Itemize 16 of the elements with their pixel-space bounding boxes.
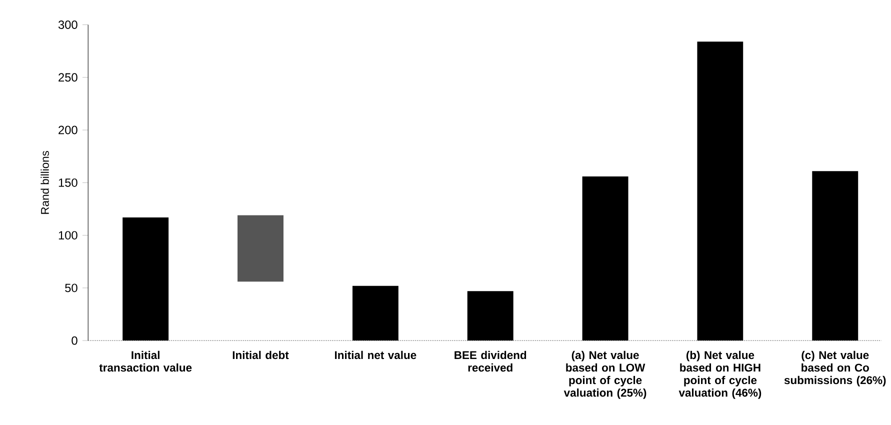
y-tick-label: 150 xyxy=(58,178,78,188)
x-tick-label: (c) Net value based on Co submissions (26%) xyxy=(784,350,886,387)
x-tick-label: (b) Net value based on HIGH point of cycle valuation (46%) xyxy=(678,350,762,400)
y-tick-label: 100 xyxy=(58,231,78,240)
y-axis-title: Rand billions xyxy=(40,151,49,214)
bar xyxy=(238,215,284,282)
x-tick-label: Initial debt xyxy=(232,350,289,360)
x-tick-label: (a) Net value based on LOW point of cycle valuation (25%) xyxy=(564,350,646,400)
y-tick-label: 50 xyxy=(65,284,78,292)
y-tick-label: 200 xyxy=(58,126,78,134)
y-tick-label: 0 xyxy=(72,336,78,345)
y-tick-label: 300 xyxy=(58,20,78,30)
y-tick-label: 250 xyxy=(58,73,78,82)
x-tick-label: BEE dividend received xyxy=(454,350,526,372)
x-tick-label: Initial net value xyxy=(335,350,416,360)
x-tick-label: Initial transaction value xyxy=(99,350,192,372)
